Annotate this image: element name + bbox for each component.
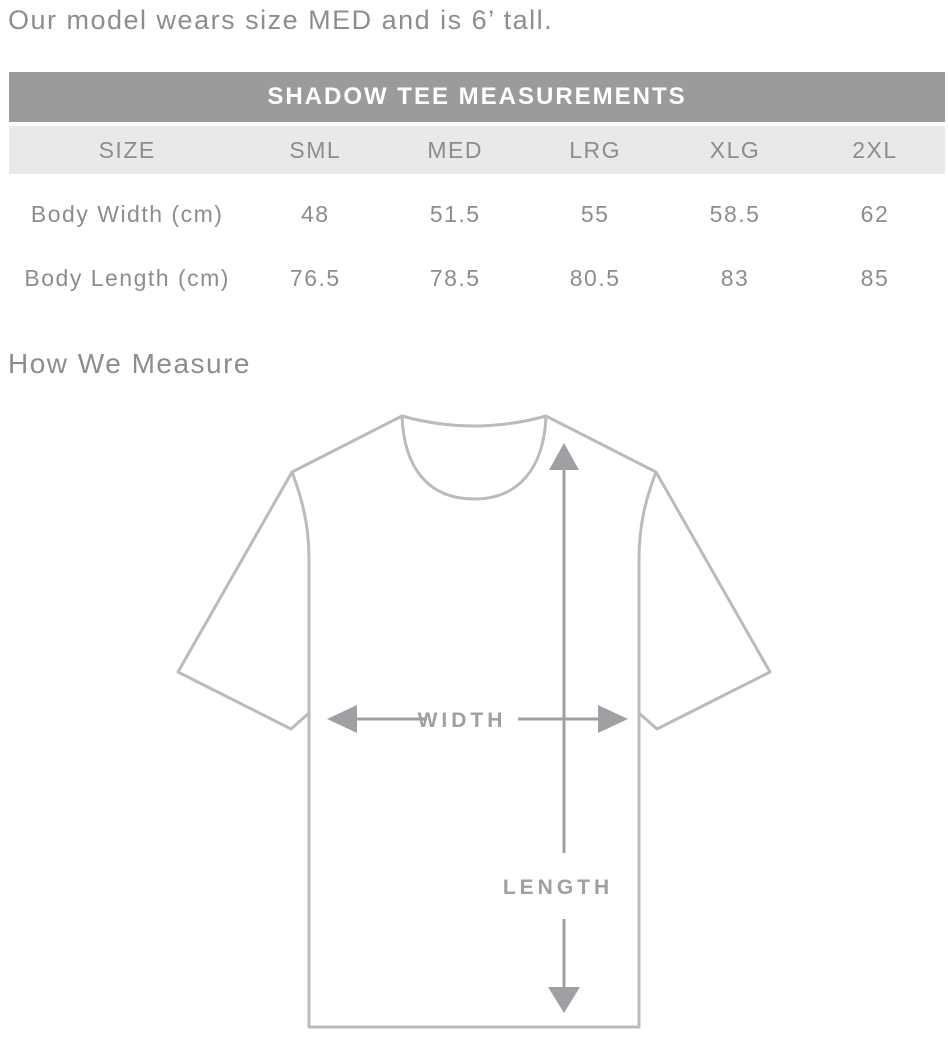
width-label: WIDTH [418, 709, 507, 732]
table-cell: 62 [860, 200, 890, 227]
table-title: SHADOW TEE MEASUREMENTS [9, 72, 945, 122]
table-cell: 78.5 [429, 264, 481, 291]
row-label: Body Length (cm) [24, 264, 230, 291]
tshirt-neckline [400, 415, 548, 501]
table-cell: 48 [300, 200, 330, 227]
width-arrow [327, 705, 628, 733]
table-cell: 85 [860, 264, 890, 291]
arrow-left-head [327, 705, 357, 733]
table-row: Body Width (cm) 48 51.5 55 58.5 62 [9, 182, 945, 246]
model-size-note: Our model wears size MED and is 6’ tall. [8, 5, 554, 35]
length-arrow [548, 443, 580, 1013]
measurements-table: SHADOW TEE MEASUREMENTS SIZE SML MED LRG XLG… [9, 72, 945, 310]
column-header: XLG [709, 136, 761, 163]
how-we-measure-heading: How We Measure [8, 348, 252, 379]
column-header: SML [289, 136, 342, 163]
table-cell: 80.5 [569, 264, 621, 291]
table-cell: 51.5 [429, 200, 481, 227]
tshirt-right-sleeve [638, 471, 772, 731]
column-header: 2XL [852, 136, 898, 163]
table-row: Body Length (cm) 76.5 78.5 80.5 83 85 [9, 246, 945, 310]
length-label: LENGTH [503, 876, 613, 899]
table-cell: 58.5 [709, 200, 761, 227]
table-cell: 83 [720, 264, 750, 291]
table-rows: Body Width (cm) 48 51.5 55 58.5 62 Body Length… [9, 174, 945, 310]
row-label: Body Width (cm) [30, 200, 224, 227]
size-columns-row: SIZE SML MED LRG XLG 2XL [9, 126, 945, 174]
arrow-up-head [549, 443, 579, 470]
tshirt-body-outline [290, 414, 658, 1029]
arrow-right-head [598, 705, 628, 733]
arrow-down-head [548, 987, 580, 1013]
column-header: LRG [569, 136, 622, 163]
table-cell: 76.5 [289, 264, 341, 291]
tshirt-measurement-diagram: WIDTH LENGTH [176, 414, 772, 1029]
tshirt-left-sleeve [176, 471, 310, 731]
column-header: MED [427, 136, 484, 163]
table-cell: 55 [580, 200, 610, 227]
column-header: SIZE [98, 136, 156, 163]
